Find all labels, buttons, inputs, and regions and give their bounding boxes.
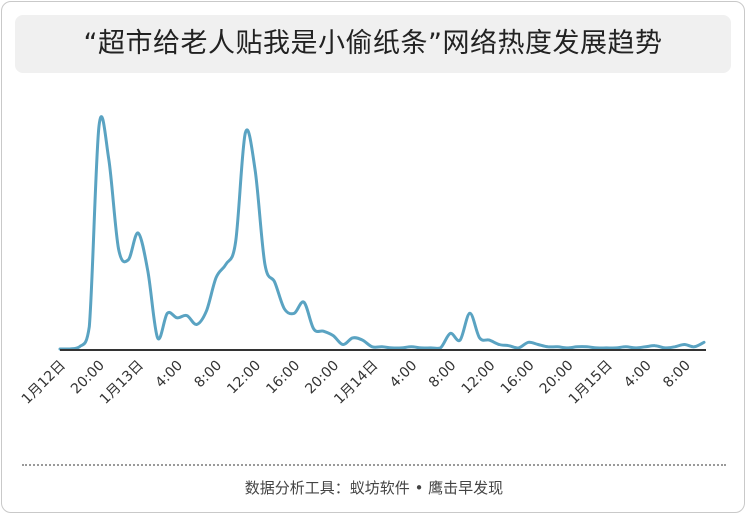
x-tick-label: 8:00 [426, 358, 460, 392]
footer-divider [22, 464, 726, 466]
x-tick-label: 12:00 [459, 358, 499, 398]
chart-title: “超市给老人贴我是小偷纸条”网络热度发展趋势 [83, 28, 663, 59]
x-tick-label: 4:00 [621, 358, 655, 392]
x-tick-label: 1月13日 [97, 358, 147, 408]
x-tick-label: 12:00 [224, 358, 264, 398]
x-tick-label: 4:00 [152, 358, 186, 392]
series-line [58, 115, 706, 351]
x-tick-label: 8:00 [192, 358, 226, 392]
x-tick-label: 8:00 [660, 358, 694, 392]
x-tick-label: 1月14日 [331, 358, 381, 408]
x-tick-label: 16:00 [498, 358, 538, 398]
x-tick-label: 4:00 [387, 358, 421, 392]
title-banner: “超市给老人贴我是小偷纸条”网络热度发展趋势 [15, 15, 731, 73]
x-tick-label: 1月15日 [566, 358, 616, 408]
source-credit: 数据分析工具：蚁坊软件 • 鹰击早发现 [244, 479, 504, 497]
x-tick-label: 16:00 [263, 358, 303, 398]
x-tick-label: 1月12日 [19, 358, 69, 408]
